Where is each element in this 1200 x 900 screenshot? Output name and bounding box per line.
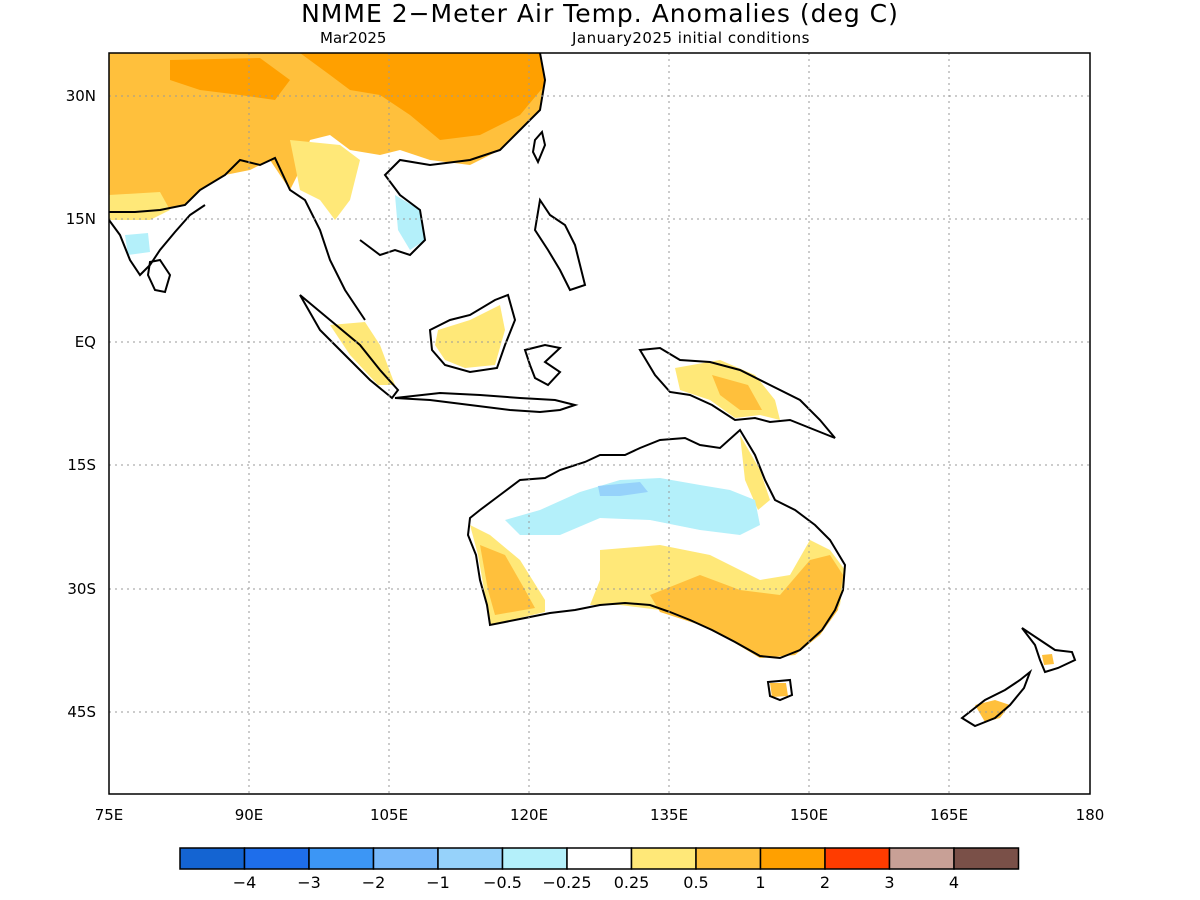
srilanka-cool-anomaly [125, 233, 150, 255]
colorbar-label: 1 [755, 873, 765, 892]
lon-tick-label: 180 [1076, 806, 1105, 824]
lon-tick-label: 150E [790, 806, 828, 824]
lat-tick-label: 30N [66, 87, 96, 105]
lon-tick-label: 165E [930, 806, 968, 824]
colorbar-label: −2 [362, 873, 386, 892]
new-zealand-north-anomaly [1042, 654, 1054, 665]
lat-tick-label: EQ [75, 333, 96, 351]
colorbar-label: −4 [233, 873, 257, 892]
colorbar-swatch [243, 847, 310, 870]
lon-tick-label: 135E [650, 806, 688, 824]
lon-ticks: 75E 90E 105E 120E 135E 150E 165E 180 [95, 806, 1105, 824]
new-guinea-strong-anomaly [712, 375, 762, 410]
borneo-coastline [428, 293, 517, 374]
india-south-anomaly [109, 192, 170, 220]
colorbar-swatch [630, 847, 697, 870]
lon-tick-label: 105E [370, 806, 408, 824]
colorbar-swatch [501, 847, 568, 870]
colorbar-swatch [759, 847, 826, 870]
tasmania-anomaly [770, 683, 788, 697]
lat-ticks: 30N 15N EQ 15S 30S 45S [66, 87, 96, 721]
colorbar-swatch [888, 847, 955, 870]
colorbar-swatch [437, 847, 504, 870]
asia-coastline [109, 53, 547, 321]
colorbar-label: 0.25 [614, 873, 650, 892]
lat-tick-label: 15S [67, 456, 96, 474]
new-zealand-north-coastline [1021, 627, 1077, 674]
coastlines [109, 53, 1077, 728]
colorbar-label: 2 [820, 873, 830, 892]
indochina-anomaly [290, 140, 360, 220]
lat-tick-label: 30S [67, 580, 96, 598]
australia-cool-core [598, 482, 648, 496]
colorbar-swatch [372, 847, 439, 870]
colorbar-swatch [179, 847, 246, 870]
map-title: NMME 2−Meter Air Temp. Anomalies (deg C) [301, 0, 899, 28]
anomaly-shading [109, 53, 1054, 722]
colorbar-label: −0.25 [542, 873, 591, 892]
lon-tick-label: 120E [510, 806, 548, 824]
new-guinea-coastline [638, 346, 836, 439]
java-coastline [394, 391, 579, 414]
map-frame [108, 52, 1091, 795]
colorbar-label: −3 [297, 873, 321, 892]
taiwan-coastline [531, 129, 547, 165]
philippines-coastline [533, 197, 587, 292]
colorbar-swatch [953, 847, 1020, 870]
colorbar-swatch [824, 847, 891, 870]
australia-west-strong-anomaly [480, 545, 535, 615]
lon-tick-label: 90E [235, 806, 264, 824]
sri-lanka-coastline [146, 258, 172, 294]
australia-southeast-strong-anomaly [650, 555, 843, 658]
colorbar-label: −1 [426, 873, 450, 892]
lon-tick-label: 75E [95, 806, 124, 824]
colorbar-swatch [566, 847, 633, 870]
colorbar-swatch [695, 847, 762, 870]
colorbar-label: −0.5 [483, 873, 522, 892]
lat-tick-label: 15N [66, 210, 96, 228]
sulawesi-coastline [523, 343, 563, 387]
initial-conditions: January2025 initial conditions [572, 29, 810, 47]
colorbar-label: 4 [949, 873, 959, 892]
australia-cool-anomaly [505, 478, 760, 535]
colorbar-swatch [308, 847, 375, 870]
new-zealand-south-coastline [960, 668, 1033, 728]
australia-northeast-anomaly [740, 435, 770, 510]
new-zealand-anomaly [975, 700, 1010, 722]
lat-tick-label: 45S [67, 703, 96, 721]
australia-coastline [466, 428, 847, 660]
gridlines [109, 53, 1090, 794]
tasmania-coastline [766, 678, 794, 702]
colorbar: −4 −3 −2 −1 −0.5 −0.25 0.25 0.5 1 2 3 4 [179, 847, 1020, 892]
borneo-anomaly [435, 305, 505, 368]
colorbar-label: 3 [884, 873, 894, 892]
forecast-month: Mar2025 [320, 29, 387, 47]
tibet-strong-anomaly [170, 58, 290, 100]
colorbar-label: 0.5 [683, 873, 708, 892]
